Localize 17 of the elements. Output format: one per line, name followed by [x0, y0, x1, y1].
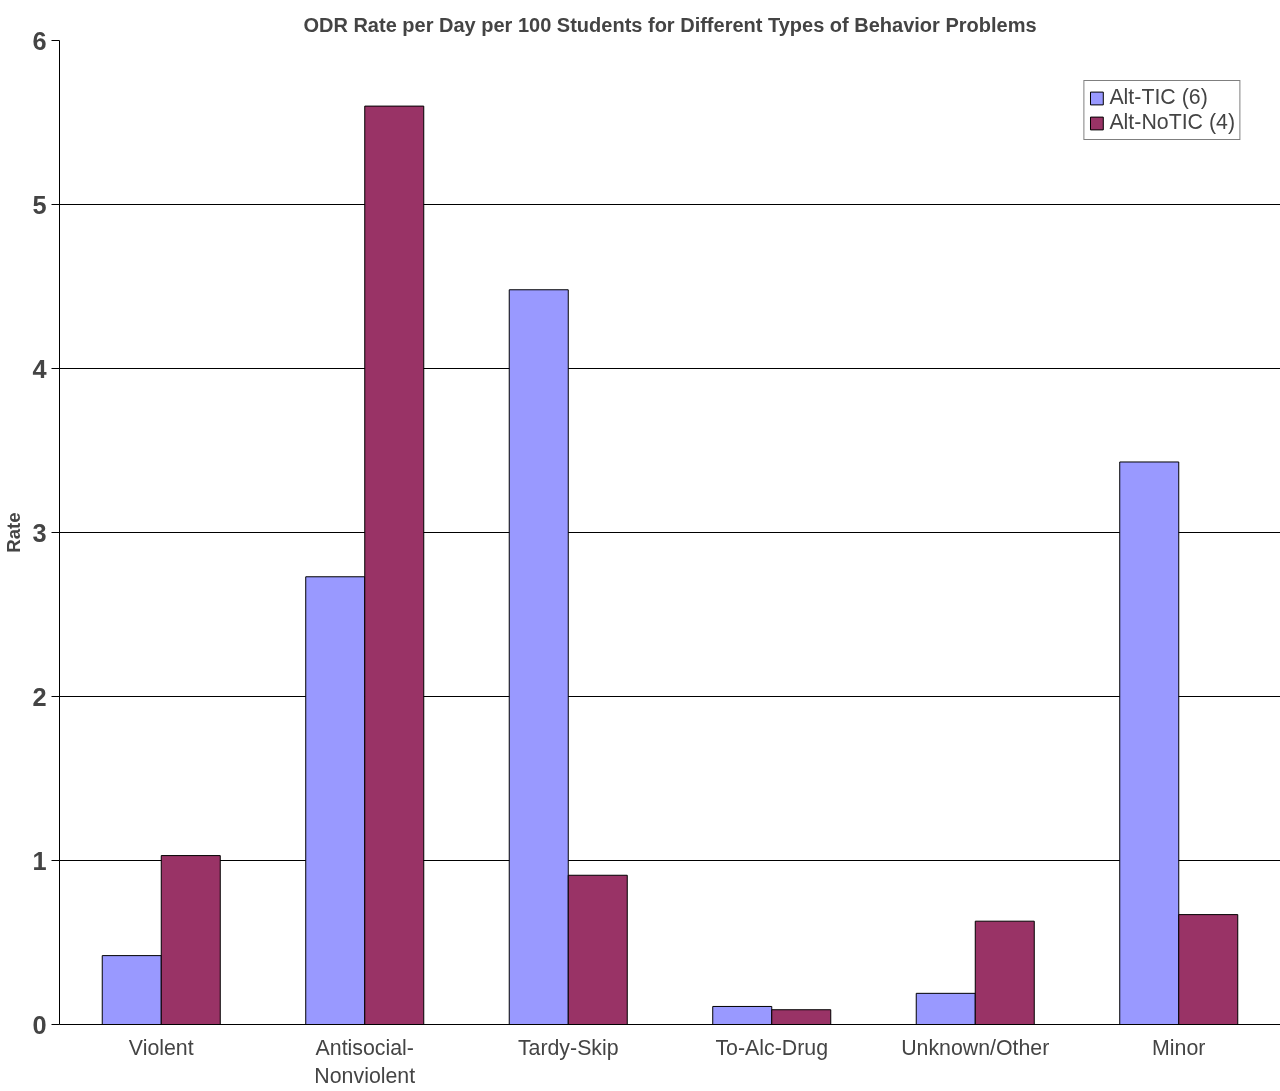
x-tick-label: Minor: [1152, 1035, 1206, 1060]
y-tick-label: 1: [32, 846, 47, 875]
x-tick-label: Unknown/Other: [901, 1035, 1050, 1060]
y-tick-label: 6: [32, 26, 47, 55]
y-axis-title: Rate: [3, 512, 25, 553]
legend-label: Alt-TIC (6): [1109, 85, 1208, 110]
y-tick-label: 3: [32, 518, 47, 547]
y-tick-label: 5: [32, 190, 47, 219]
y-tick-label: 2: [32, 682, 47, 711]
y-tick-label: 4: [32, 354, 47, 383]
x-tick-label: Violent: [128, 1035, 194, 1060]
x-tick-label: To-Alc-Drug: [715, 1035, 829, 1060]
chart-title: ODR Rate per Day per 100 Students for Different Types of Behavior Problems: [303, 13, 1037, 36]
x-tick-label: Tardy-Skip: [517, 1035, 619, 1060]
x-tick-label: Antisocial-Nonviolent: [314, 1035, 416, 1089]
legend-label: Alt-NoTIC (4): [1109, 110, 1235, 135]
y-tick-label: 0: [32, 1010, 47, 1039]
